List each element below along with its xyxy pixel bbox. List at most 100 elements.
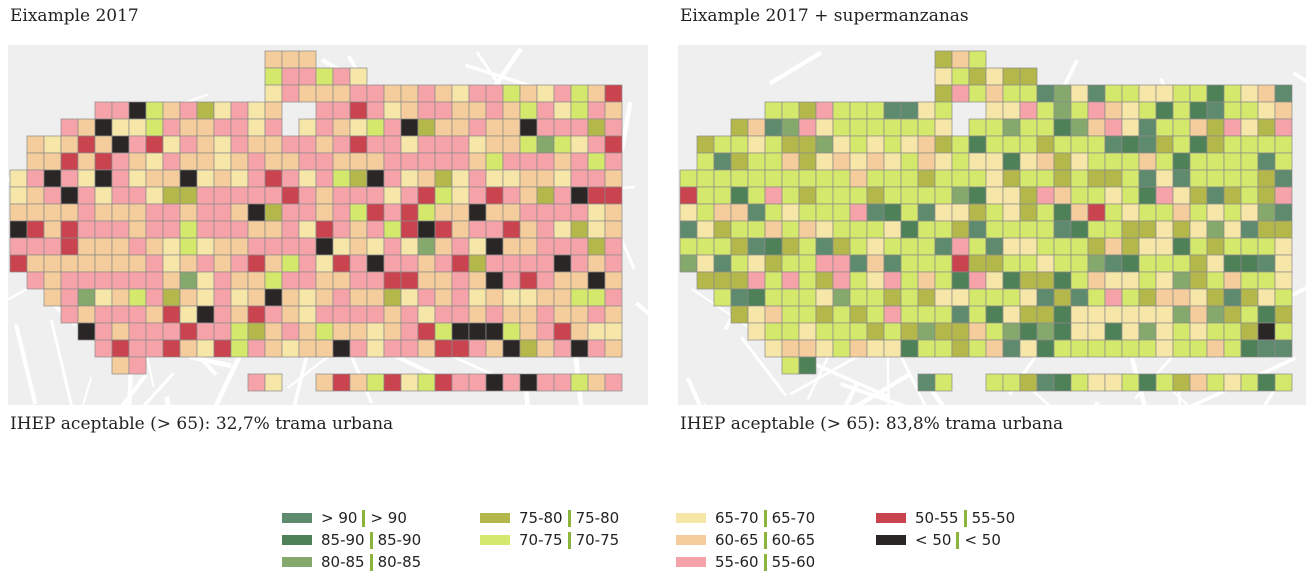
grid-cell (230, 339, 249, 358)
grid-cell (383, 101, 402, 120)
grid-cell (128, 169, 147, 188)
grid-cell (434, 186, 453, 205)
grid-cell (730, 169, 749, 188)
grid-cell (162, 186, 181, 205)
grid-cell (730, 135, 749, 154)
grid-cell (451, 254, 470, 273)
grid-cell (111, 356, 130, 375)
grid-cell (1172, 288, 1191, 307)
grid-cell (451, 135, 470, 154)
grid-cell (434, 203, 453, 222)
grid-cell (1104, 84, 1123, 103)
grid-cell (315, 84, 334, 103)
grid-cell (179, 339, 198, 358)
grid-cell (332, 271, 351, 290)
grid-cell (985, 339, 1004, 358)
grid-cell (417, 84, 436, 103)
grid-cell (1189, 186, 1208, 205)
grid-cell (247, 339, 266, 358)
grid-cell (917, 186, 936, 205)
grid-cell (1002, 84, 1021, 103)
grid-cell (815, 339, 834, 358)
legend-item: 65-70 65-70 (676, 508, 815, 528)
grid-cell (1138, 339, 1157, 358)
grid-cell (519, 118, 538, 137)
grid-cell (1104, 373, 1123, 392)
grid-cell (951, 152, 970, 171)
grid-cell (519, 237, 538, 256)
street-line (740, 336, 787, 397)
legend-swatch (480, 535, 510, 545)
grid-cell (230, 169, 249, 188)
grid-cell (196, 322, 215, 341)
grid-cell (781, 356, 800, 375)
grid-cell (196, 118, 215, 137)
grid-cell (349, 237, 368, 256)
grid-cell (145, 322, 164, 341)
grid-cell (332, 169, 351, 188)
grid-cell (417, 152, 436, 171)
grid-cell (60, 118, 79, 137)
grid-cell (145, 220, 164, 239)
grid-cell (1155, 203, 1174, 222)
grid-cell (94, 101, 113, 120)
grid-cell (179, 135, 198, 154)
grid-cell (1053, 135, 1072, 154)
grid-cell (1053, 271, 1072, 290)
grid-cell (968, 135, 987, 154)
grid-cell (281, 288, 300, 307)
grid-cell (264, 186, 283, 205)
grid-cell (434, 288, 453, 307)
grid-cell (900, 322, 919, 341)
street-line (127, 355, 134, 405)
grid-cell (1019, 84, 1038, 103)
grid-cell (349, 67, 368, 86)
grid-cell (934, 203, 953, 222)
grid-cell (849, 135, 868, 154)
grid-cell (730, 152, 749, 171)
grid-cell (781, 118, 800, 137)
grid-cell (1002, 305, 1021, 324)
grid-cell (1138, 220, 1157, 239)
street-line (1176, 372, 1182, 405)
grid-cell (781, 220, 800, 239)
grid-cell (315, 186, 334, 205)
grid-cell (781, 101, 800, 120)
grid-cell (883, 271, 902, 290)
grid-cell (264, 305, 283, 324)
grid-cell (145, 237, 164, 256)
grid-cell (230, 186, 249, 205)
grid-cell (281, 84, 300, 103)
grid-cell (1240, 84, 1259, 103)
grid-cell (1172, 135, 1191, 154)
grid-cell (26, 186, 45, 205)
grid-cell (94, 118, 113, 137)
grid-cell (604, 118, 623, 137)
grid-cell (570, 254, 589, 273)
grid-cell (1206, 305, 1225, 324)
grid-cell (849, 169, 868, 188)
grid-cell (747, 169, 766, 188)
grid-cell (332, 152, 351, 171)
grid-cell (815, 203, 834, 222)
grid-cell (247, 373, 266, 392)
grid-cell (1036, 169, 1055, 188)
grid-cell (1206, 186, 1225, 205)
grid-cell (798, 305, 817, 324)
grid-cell (1070, 271, 1089, 290)
grid-cell (230, 305, 249, 324)
grid-cell (145, 203, 164, 222)
grid-cell (951, 339, 970, 358)
grid-cell (587, 339, 606, 358)
grid-cell (519, 220, 538, 239)
grid-cell (604, 220, 623, 239)
grid-cell (230, 118, 249, 137)
grid-cell (162, 254, 181, 273)
grid-cell (1104, 305, 1123, 324)
grid-cell (349, 84, 368, 103)
grid-cell (468, 220, 487, 239)
grid-cell (985, 322, 1004, 341)
grid-cell (730, 254, 749, 273)
grid-cell (1070, 237, 1089, 256)
grid-cell (968, 288, 987, 307)
